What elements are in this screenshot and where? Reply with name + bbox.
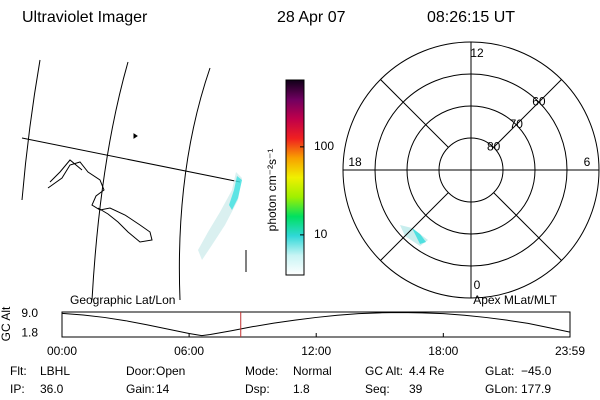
theta-label: 6 (584, 155, 591, 169)
aurora-polar-core (412, 228, 426, 244)
aurora-map (198, 172, 242, 260)
aurora-polar (400, 225, 428, 246)
info-label: Mode: (245, 364, 278, 378)
spoke (493, 79, 562, 148)
info-label: Seq: (365, 382, 390, 396)
info-label: Gain: (126, 382, 155, 396)
info: Flt: LBHL Door: Open Mode: Normal GC Alt: 4.4 R… (10, 364, 552, 396)
spoke (380, 79, 449, 148)
panel-label: Geographic Lat/Lon (70, 293, 175, 307)
info-label: Dsp: (245, 382, 270, 396)
info-label: IP: (10, 382, 25, 396)
tick-label: 10 (314, 227, 328, 241)
time: 08:26:15 UT (427, 9, 515, 26)
info-value: Open (156, 364, 185, 378)
info-value: 14 (156, 382, 170, 396)
colorbar (285, 79, 305, 276)
info-value: −45.0 (521, 364, 552, 378)
ring-label: 60 (532, 94, 546, 108)
x-tick-label: 12:00 (301, 344, 331, 358)
geographic-map (21, 59, 247, 301)
ring-label: 80 (487, 140, 501, 154)
info-value: 36.0 (40, 382, 64, 396)
info-label: GLon: (485, 382, 518, 396)
tick-label: 100 (314, 139, 334, 153)
x-tick-label: 06:00 (174, 344, 204, 358)
theta-label: 0 (474, 278, 481, 292)
x-tick-label: 00:00 (47, 344, 77, 358)
theta-label: 12 (470, 46, 484, 60)
instrument-title: Ultraviolet Imager (22, 9, 148, 26)
ring-label: 70 (510, 117, 524, 131)
y-axis-label: GC Alt (0, 306, 13, 341)
x-tick-label: 23:59 (555, 344, 585, 358)
y-tick-label: 9.0 (21, 306, 38, 320)
info-value: 4.4 Re (409, 364, 445, 378)
info-value: LBHL (40, 364, 70, 378)
info-label: Door: (126, 364, 155, 378)
info-value: 1.8 (293, 382, 310, 396)
info-label: Flt: (10, 364, 27, 378)
colorbar-label: photon cm⁻²s⁻¹ (265, 149, 279, 232)
x-tick-label: 18:00 (428, 344, 458, 358)
y-tick-label: 1.8 (21, 326, 38, 340)
altitude-line (61, 312, 571, 337)
spoke (493, 192, 562, 261)
info-value: 39 (409, 382, 423, 396)
panel-label: Apex MLat/MLT (473, 293, 557, 307)
date: 28 Apr 07 (277, 9, 346, 26)
info-label: GC Alt: (365, 364, 403, 378)
spoke (380, 192, 449, 261)
info-label: GLat: (485, 364, 514, 378)
info-value: Normal (293, 364, 332, 378)
theta-label: 18 (348, 155, 362, 169)
info-value: 177.9 (521, 382, 551, 396)
